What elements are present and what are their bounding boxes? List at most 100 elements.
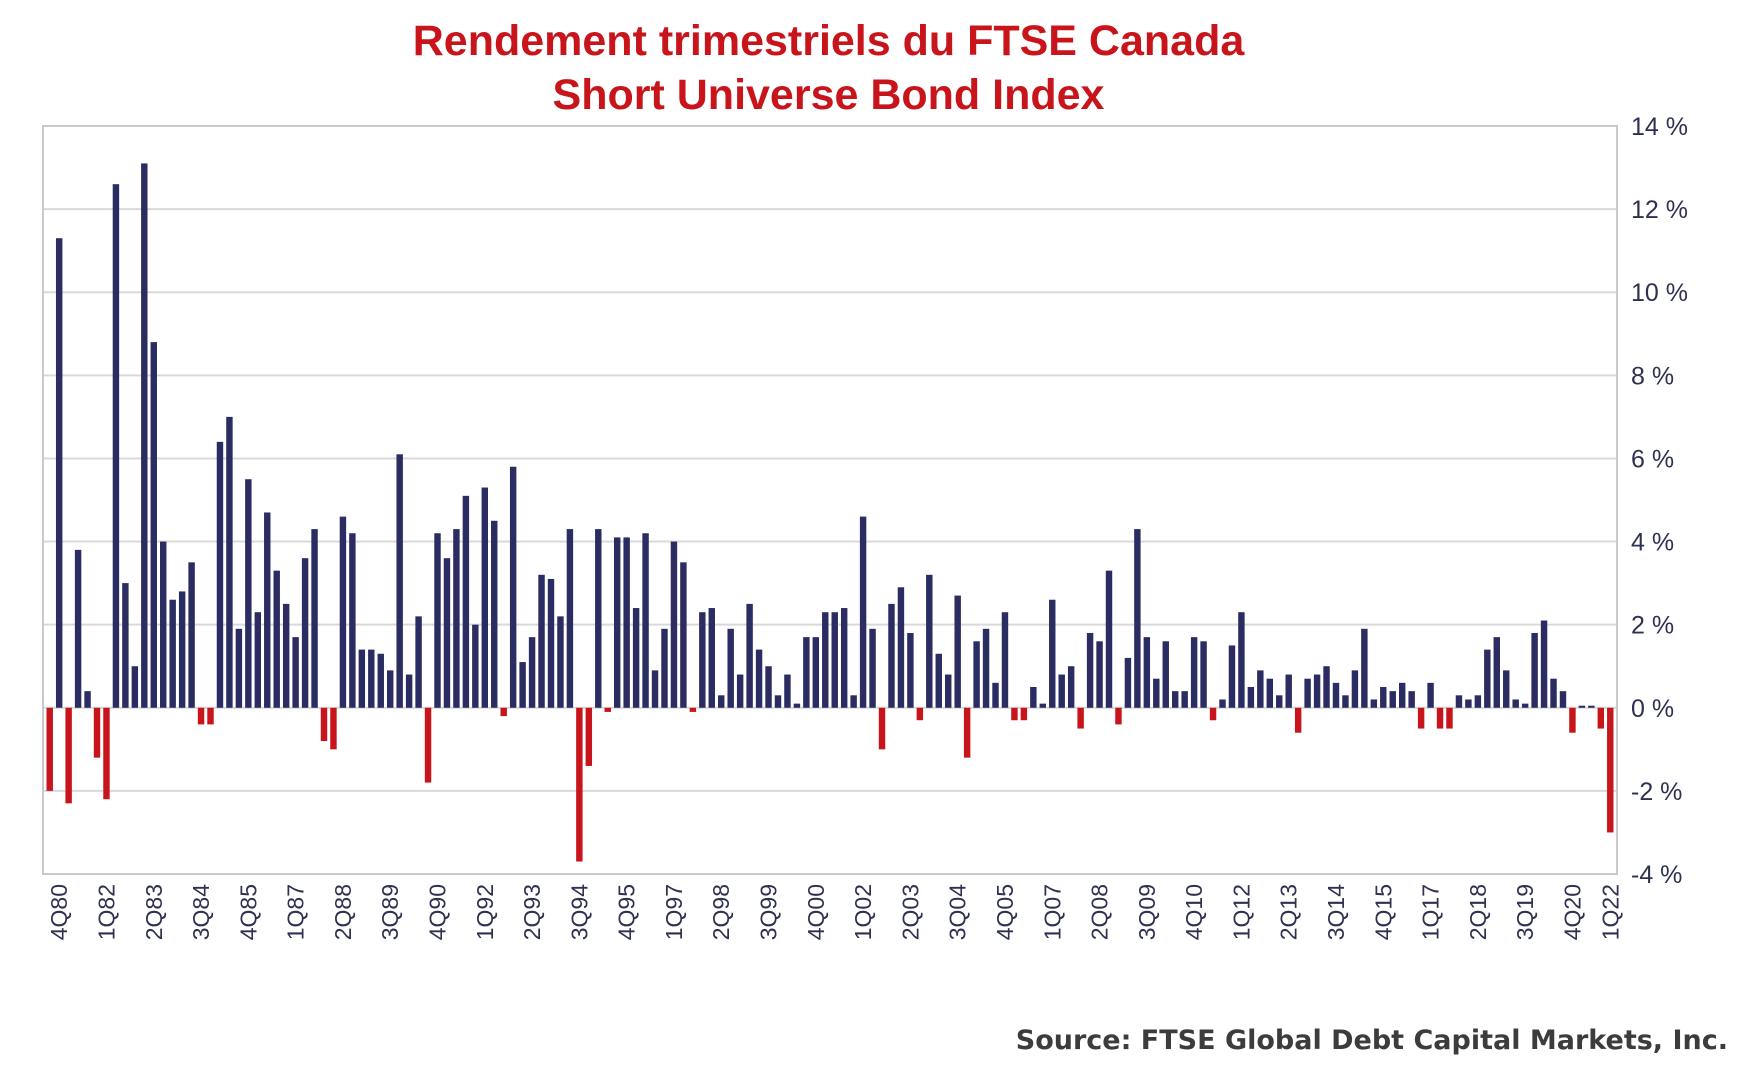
bar-positive <box>368 649 375 708</box>
bar-positive <box>472 624 479 708</box>
bar-positive <box>1030 687 1037 708</box>
bar-positive <box>1096 641 1103 708</box>
bar-positive <box>311 529 318 708</box>
bar-positive <box>1474 695 1482 708</box>
bar-positive <box>1398 682 1406 708</box>
bar-positive <box>434 533 441 708</box>
x-tick-label: 1Q22 <box>1597 884 1623 940</box>
bars <box>46 163 1614 862</box>
bar-positive <box>1389 691 1396 708</box>
bar-positive <box>651 670 659 708</box>
bar-negative <box>103 707 110 800</box>
bar-positive <box>850 695 857 708</box>
bar-positive <box>1380 687 1387 708</box>
x-tick-label: 2Q18 <box>1465 884 1491 940</box>
x-tick-label: 1Q92 <box>472 884 498 940</box>
x-tick-label: 1Q87 <box>283 884 309 940</box>
x-axis-tick-labels: 4Q80 1Q82 2Q83 3Q84 4Q85 1Q87 2Q88 3Q89 4Q90 1Q92… <box>46 884 1623 940</box>
y-tick-label: 0 % <box>1631 695 1674 723</box>
x-tick-label: 3Q19 <box>1512 884 1538 940</box>
bar-positive <box>1503 670 1510 708</box>
bar-positive <box>264 512 271 708</box>
bar-positive <box>1512 699 1519 708</box>
x-tick-label: 4Q90 <box>425 884 451 940</box>
bar-positive <box>954 595 961 708</box>
bar-positive <box>254 612 262 708</box>
bar-negative <box>207 707 214 725</box>
bar-positive <box>1153 678 1160 708</box>
bar-positive <box>1578 705 1586 708</box>
bar-positive <box>1200 641 1207 708</box>
bar-positive <box>528 637 536 708</box>
bar-positive <box>235 628 243 708</box>
bar-negative <box>585 707 593 766</box>
bar-positive <box>784 674 791 708</box>
x-tick-label: 1Q07 <box>1039 884 1065 940</box>
bar-positive <box>405 674 413 708</box>
bar-negative <box>330 707 337 750</box>
bar-positive <box>141 163 148 708</box>
bar-positive <box>557 616 564 708</box>
bar-positive <box>869 628 876 708</box>
bar-positive <box>992 682 999 708</box>
x-tick-label: 2Q93 <box>519 884 545 940</box>
bar-positive <box>1134 529 1141 708</box>
x-tick-label: 2Q98 <box>708 884 734 940</box>
bar-positive <box>755 649 763 708</box>
bar-positive <box>1484 649 1491 708</box>
bar-positive <box>273 570 280 708</box>
bar-positive <box>661 628 668 708</box>
bar-positive <box>1550 678 1557 708</box>
bar-positive <box>803 637 810 708</box>
bar-positive <box>453 529 460 708</box>
bar-negative <box>65 707 72 804</box>
bar-positive <box>519 662 526 708</box>
bar-positive <box>160 541 167 708</box>
x-tick-label: 1Q12 <box>1228 884 1254 940</box>
bar-positive <box>245 479 252 708</box>
bar-negative <box>1011 707 1018 721</box>
bar-positive <box>188 562 195 708</box>
bar-positive <box>226 416 233 708</box>
bar-positive <box>632 608 640 708</box>
bar-negative <box>46 707 53 791</box>
bar-positive <box>840 608 848 708</box>
x-tick-label: 2Q13 <box>1276 884 1302 940</box>
bar-positive <box>1228 645 1236 708</box>
bar-positive <box>377 653 384 708</box>
bar-positive <box>1285 674 1292 708</box>
x-tick-label: 4Q85 <box>235 884 261 940</box>
bar-positive <box>1001 612 1009 708</box>
x-tick-label: 4Q10 <box>1181 884 1207 940</box>
y-tick-label: 12 % <box>1631 196 1688 224</box>
bar-positive <box>680 562 687 708</box>
bar-positive <box>973 641 980 708</box>
chart-title-line-1: Rendement trimestriels du FTSE Canada <box>412 17 1245 65</box>
bar-positive <box>859 516 867 708</box>
y-tick-label: 2 % <box>1631 612 1674 640</box>
bar-positive <box>282 603 290 708</box>
bar-positive <box>822 612 829 708</box>
x-tick-label: 4Q05 <box>992 884 1018 940</box>
bar-positive <box>292 637 299 708</box>
bar-positive <box>386 670 394 708</box>
bar-negative <box>1209 707 1217 721</box>
bar-positive <box>547 578 555 708</box>
x-tick-label: 4Q80 <box>46 884 72 940</box>
bar-positive <box>481 487 489 708</box>
bar-positive <box>1342 695 1349 708</box>
chart-title-line-2: Short Universe Bond Index <box>552 71 1105 119</box>
bar-positive <box>178 591 186 708</box>
x-tick-label: 4Q00 <box>803 884 829 940</box>
bar-negative <box>1446 707 1453 729</box>
bar-positive <box>1181 691 1188 708</box>
x-tick-label: 3Q94 <box>566 884 592 940</box>
bar-positive <box>935 653 942 708</box>
bar-positive <box>1067 666 1075 708</box>
x-tick-label: 3Q99 <box>756 884 782 940</box>
bar-positive <box>122 583 129 708</box>
x-tick-label: 2Q03 <box>897 884 923 940</box>
y-tick-label: -4 % <box>1631 861 1682 889</box>
bar-negative <box>1597 707 1605 729</box>
bar-positive <box>1559 691 1567 708</box>
